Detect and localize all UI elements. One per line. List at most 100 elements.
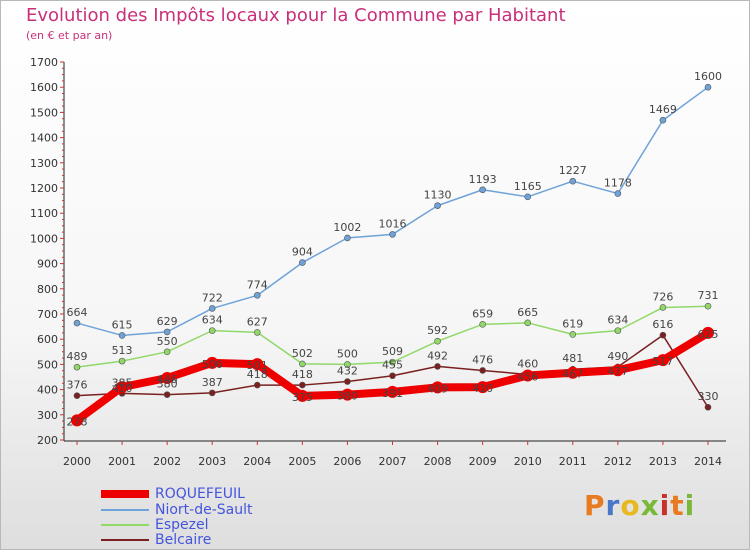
data-label: 391 xyxy=(382,387,403,400)
data-label: 513 xyxy=(112,344,133,357)
data-point xyxy=(656,354,669,367)
y-tick-label: 1400 xyxy=(30,132,58,145)
data-label: 664 xyxy=(67,306,88,319)
data-label: 506 xyxy=(202,358,223,371)
logo-letter: i xyxy=(659,489,671,522)
data-label: 278 xyxy=(67,415,88,428)
data-label: 1165 xyxy=(514,180,542,193)
data-label: 1469 xyxy=(649,103,677,116)
data-label: 1178 xyxy=(604,177,632,190)
x-tick-label: 2008 xyxy=(424,455,452,468)
data-label: 467 xyxy=(562,368,583,381)
data-label: 731 xyxy=(698,289,719,302)
y-tick-label: 1500 xyxy=(30,106,58,119)
data-point xyxy=(434,363,441,370)
data-label: 1002 xyxy=(333,221,361,234)
data-label: 502 xyxy=(292,347,313,360)
data-point xyxy=(206,356,219,369)
data-point xyxy=(344,361,351,368)
data-label: 550 xyxy=(157,335,178,348)
legend-label: ROQUEFEUIL xyxy=(155,486,245,502)
data-point xyxy=(251,358,264,371)
data-label: 616 xyxy=(652,318,673,331)
data-point xyxy=(299,360,306,368)
x-tick-label: 2012 xyxy=(604,455,632,468)
data-label: 375 xyxy=(292,391,313,404)
y-tick-label: 800 xyxy=(37,283,58,296)
data-point xyxy=(299,381,306,389)
data-label: 409 xyxy=(427,382,448,395)
data-point xyxy=(253,381,261,389)
data-label: 726 xyxy=(652,290,673,303)
data-point xyxy=(344,234,351,242)
y-tick-label: 200 xyxy=(37,434,58,447)
series-layer xyxy=(71,83,714,427)
data-point xyxy=(116,381,129,394)
data-label: 385 xyxy=(112,376,133,389)
legend-swatch xyxy=(101,539,149,541)
y-tick-label: 1600 xyxy=(30,81,58,94)
data-label: 376 xyxy=(67,379,88,392)
data-point xyxy=(479,321,486,328)
chart-axes: 200 300 400 500 600 700 800 900 1000 1100 1200 1300… xyxy=(30,56,726,468)
x-tick-label: 2014 xyxy=(694,455,722,468)
data-point xyxy=(341,388,354,401)
data-label: 619 xyxy=(562,317,583,330)
data-label: 904 xyxy=(292,246,313,259)
data-point xyxy=(704,403,712,411)
x-tick-label: 2007 xyxy=(379,455,407,468)
x-tick-label: 2006 xyxy=(333,455,361,468)
data-point xyxy=(73,363,81,371)
y-tick-label: 1200 xyxy=(30,182,58,195)
data-label: 517 xyxy=(652,355,673,368)
data-point xyxy=(161,372,174,385)
data-point xyxy=(434,202,441,209)
series-line-1 xyxy=(76,86,709,337)
data-point xyxy=(389,372,396,380)
data-label: 455 xyxy=(382,359,403,372)
data-point xyxy=(71,414,83,427)
y-tick-label: 700 xyxy=(37,308,58,321)
legend-swatch xyxy=(101,524,149,526)
data-label: 387 xyxy=(202,376,223,389)
data-point xyxy=(253,329,261,336)
data-point xyxy=(614,190,622,197)
logo-letter: o xyxy=(620,489,641,522)
data-point xyxy=(659,116,667,124)
data-point xyxy=(479,367,486,374)
y-tick-label: 400 xyxy=(37,384,58,397)
chart-title: Evolution des Impôts locaux pour la Comm… xyxy=(26,5,566,26)
x-tick-label: 2013 xyxy=(649,455,677,468)
data-point xyxy=(163,391,171,398)
data-label: 410 xyxy=(112,382,133,395)
legend-label: Niort-de-Sault xyxy=(155,502,253,518)
data-label: 722 xyxy=(202,291,223,304)
data-point xyxy=(479,186,486,194)
data-point xyxy=(614,327,622,334)
y-tick-label: 300 xyxy=(37,409,58,422)
x-tick-label: 2005 xyxy=(288,455,316,468)
data-label: 489 xyxy=(67,350,88,363)
data-label: 774 xyxy=(247,278,268,291)
data-point xyxy=(118,332,126,339)
data-point xyxy=(73,319,81,327)
data-label: 627 xyxy=(247,315,268,328)
data-label: 625 xyxy=(698,328,719,341)
data-point xyxy=(566,366,579,379)
data-label: 432 xyxy=(337,365,358,378)
data-point xyxy=(659,304,667,311)
data-point xyxy=(524,319,532,327)
data-point xyxy=(389,231,396,238)
data-label: 418 xyxy=(292,368,313,381)
data-label: 490 xyxy=(607,350,628,363)
data-point xyxy=(569,331,577,338)
x-tick-label: 2000 xyxy=(63,455,91,468)
data-point xyxy=(431,381,444,394)
data-point xyxy=(163,328,171,336)
data-point xyxy=(208,305,216,312)
chart-subtitle: (en € et par an) xyxy=(26,29,113,42)
proxiti-logo: Proxiti xyxy=(584,489,695,522)
data-point xyxy=(521,369,534,382)
data-label: 615 xyxy=(112,318,133,331)
data-point xyxy=(163,348,171,356)
